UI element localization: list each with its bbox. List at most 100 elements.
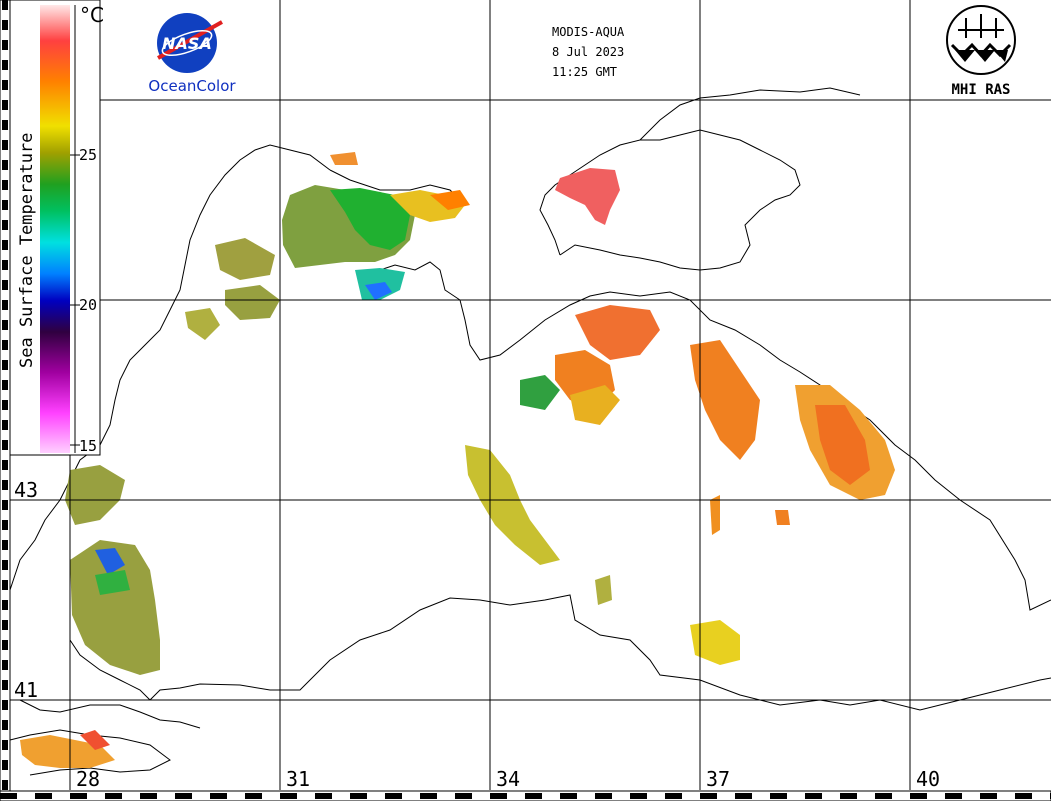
bottom-tick: [0, 793, 17, 799]
sst-patch-crimea-blue: [365, 282, 392, 300]
left-tick: [2, 440, 8, 450]
left-tick: [2, 260, 8, 270]
left-tick: [2, 580, 8, 590]
left-tick: [2, 740, 8, 750]
sst-patch-kerch-top: [330, 152, 358, 165]
sst-patch-azov: [555, 168, 620, 225]
bottom-tick: [420, 793, 437, 799]
colorbar-tick-label-20: 20: [79, 296, 97, 314]
sst-patch-west-coast-2: [65, 465, 125, 525]
bottom-tick: [525, 793, 542, 799]
sst-patch-marmara-red: [80, 730, 110, 750]
coastline-east: [364, 261, 1051, 611]
coastline: [9, 87, 1051, 776]
sst-patch-east-south-orange: [710, 495, 720, 535]
left-tick: [2, 400, 8, 410]
left-tick: [2, 680, 8, 690]
lon-label-34: 34: [496, 767, 520, 791]
coastline-bosporus: [19, 699, 201, 729]
lat-label-43: 43: [14, 478, 38, 502]
left-tick: [2, 300, 8, 310]
mhi-logo-bars: [958, 14, 1004, 38]
bottom-tick: [560, 793, 577, 799]
left-tick: [2, 80, 8, 90]
bottom-tick: [245, 793, 262, 799]
left-tick: [2, 560, 8, 570]
left-tick: [2, 540, 8, 550]
left-tick: [2, 480, 8, 490]
left-tick: [2, 720, 8, 730]
lat-label-41: 41: [14, 678, 38, 702]
colorbar-gradient: [40, 5, 70, 453]
sst-patch-nw-green: [330, 188, 410, 250]
left-tick: [2, 380, 8, 390]
bottom-tick: [1015, 793, 1032, 799]
sst-patch-west-coast-green: [95, 570, 130, 595]
left-tick: [2, 100, 8, 110]
coastline-crimea-north: [329, 169, 466, 206]
bottom-tick: [210, 793, 227, 799]
sst-patch-central-east-2: [575, 305, 660, 360]
left-tick: [2, 220, 8, 230]
bottom-tick: [175, 793, 192, 799]
left-tick: [2, 460, 8, 470]
sst-patches: [20, 152, 895, 768]
colorbar-unit: °C: [80, 3, 104, 27]
bottom-tick: [490, 793, 507, 799]
bottom-tick: [315, 793, 332, 799]
left-tick: [2, 180, 8, 190]
bottom-tick: [945, 793, 962, 799]
header: MODIS-AQUA 8 Jul 2023 11:25 GMT: [552, 25, 625, 79]
lon-label-40: 40: [916, 767, 940, 791]
left-tick: [2, 320, 8, 330]
left-tick: [2, 420, 8, 430]
nasa-logo: NASA OceanColor: [148, 13, 236, 95]
header-sensor: MODIS-AQUA: [552, 25, 625, 39]
nasa-logo-orbit: [161, 29, 213, 57]
coastline-main: [149, 594, 1051, 711]
bottom-tick: [630, 793, 647, 799]
lon-label-31: 31: [286, 767, 310, 791]
left-tick: [2, 20, 8, 30]
header-date: 8 Jul 2023: [552, 45, 624, 59]
bottom-tick: [910, 793, 927, 799]
sst-patch-danube-3: [185, 308, 220, 340]
sst-patch-south-yellow: [690, 620, 740, 665]
bottom-tick: [385, 793, 402, 799]
colorbar-tick-label-25: 25: [79, 146, 97, 164]
sst-patch-central-green: [520, 375, 560, 410]
left-tick: [2, 520, 8, 530]
lon-label-28: 28: [76, 767, 100, 791]
left-tick: [2, 140, 8, 150]
header-time: 11:25 GMT: [552, 65, 617, 79]
bottom-tick: [595, 793, 612, 799]
left-tick: [2, 40, 8, 50]
sst-patch-danube-2: [225, 285, 280, 320]
left-tick: [2, 0, 8, 10]
bottom-tick: [980, 793, 997, 799]
coastline-marmara: [9, 729, 171, 776]
coastline-northwest: [9, 144, 331, 591]
bottom-tick: [805, 793, 822, 799]
left-tick: [2, 360, 8, 370]
sst-patch-south-small: [595, 575, 612, 605]
nasa-logo-text: NASA: [162, 34, 212, 53]
sst-patch-west-coast-blue: [95, 548, 125, 575]
lon-label-37: 37: [706, 767, 730, 791]
sst-patch-east-south-small: [775, 510, 790, 525]
mhi-logo-fill: [955, 50, 1008, 62]
mhi-logo-text: MHI RAS: [951, 82, 1010, 98]
left-tick: [2, 280, 8, 290]
bottom-tick: [140, 793, 157, 799]
sst-patch-east-orange-strip: [690, 340, 760, 460]
left-tick: [2, 500, 8, 510]
left-tick: [2, 780, 8, 790]
left-tick: [2, 60, 8, 70]
nasa-logo-swoosh: [157, 20, 223, 60]
colorbar-title: Sea Surface Temperature: [17, 133, 37, 368]
bottom-tick: [770, 793, 787, 799]
bottom-tick: [455, 793, 472, 799]
sst-patch-mid-yellow: [465, 445, 560, 565]
